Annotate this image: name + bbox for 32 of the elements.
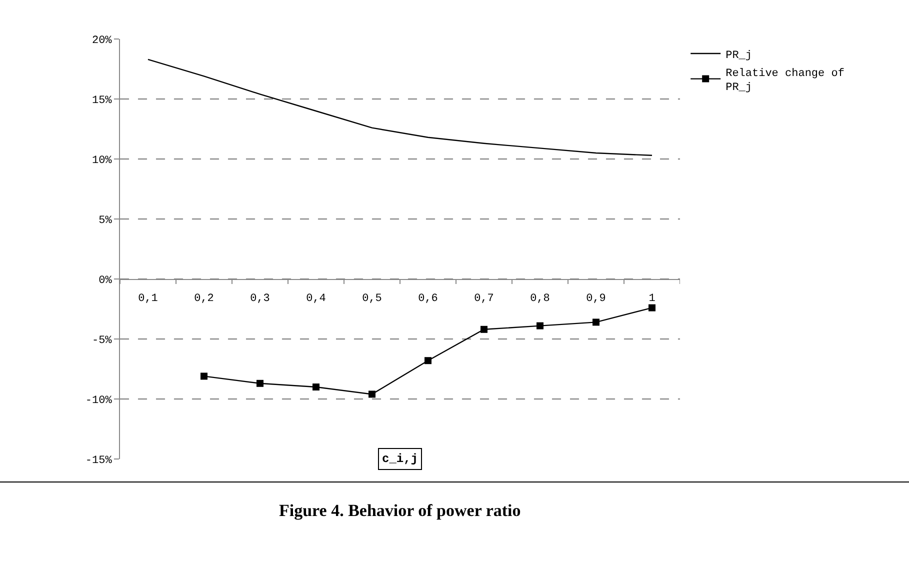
point (592, 318, 600, 326)
y-tick-label: 10% (92, 154, 112, 167)
point (480, 326, 488, 333)
x-tick-label: 0,7 (474, 293, 494, 306)
x-tick-label: 0,6 (418, 293, 438, 306)
point (256, 380, 264, 387)
y-tick-label: -15% (85, 454, 112, 467)
x-tick-label: 0,2 (194, 293, 214, 306)
point (424, 357, 432, 364)
legend-label: PR_j (726, 50, 752, 62)
y-tick-label: 0% (98, 274, 112, 287)
x-axis-title: c_i,j (382, 452, 418, 466)
text: Figure 4. Behavior of power ratio (279, 501, 521, 520)
point (648, 304, 656, 312)
x-tick-label: 0,5 (362, 293, 382, 306)
x-tick-label: 0,1 (138, 293, 158, 306)
x-tick-label: 0,9 (586, 293, 606, 306)
line-series (147, 58, 653, 156)
y-tick-label: 5% (98, 214, 112, 227)
legend-label: Relative change of PR_j (726, 68, 844, 94)
x-tick-label: 0,4 (306, 293, 326, 306)
y-tick-label: -10% (85, 394, 112, 407)
point (368, 390, 376, 398)
y-tick-label: 20% (92, 34, 112, 47)
point (200, 372, 208, 380)
point (312, 384, 320, 390)
y-tick-label: -5% (92, 334, 112, 347)
y-tick-label: 15% (92, 94, 112, 107)
point (536, 322, 544, 330)
x-tick-label: 1 (648, 293, 656, 306)
x-tick-label: 0,3 (250, 293, 270, 306)
x-tick-label: 0,8 (530, 293, 550, 306)
